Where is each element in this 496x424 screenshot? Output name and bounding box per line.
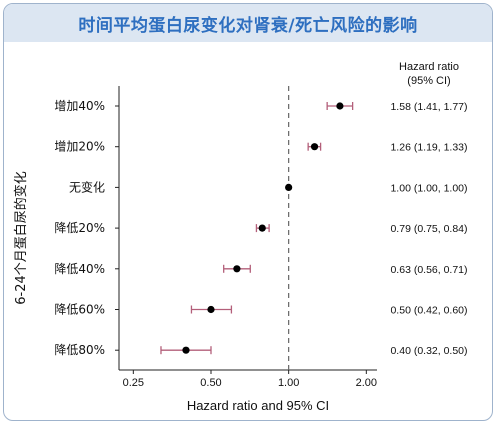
y-axis-title: 6-24个月蛋白尿的变化 bbox=[13, 171, 29, 305]
hr-value-label: 0.50 (0.42, 0.60) bbox=[390, 305, 467, 317]
hr-value-label: 1.26 (1.19, 1.33) bbox=[390, 142, 467, 154]
hr-value-label: 1.58 (1.41, 1.77) bbox=[390, 101, 467, 113]
category-label: 增加40% bbox=[54, 99, 105, 113]
x-axis-title: Hazard ratio and 95% CI bbox=[187, 398, 329, 413]
hr-value-label: 0.40 (0.32, 0.50) bbox=[390, 345, 467, 357]
figure-frame: 时间平均蛋白尿变化对肾衰/死亡风险的影响 0.25 0.50 1.00 2.00 Haz… bbox=[3, 3, 493, 421]
hr-point bbox=[207, 305, 215, 314]
title-bar: 时间平均蛋白尿变化对肾衰/死亡风险的影响 bbox=[4, 4, 492, 42]
x-tick-label: 0.25 bbox=[123, 377, 144, 389]
chart-title: 时间平均蛋白尿变化对肾衰/死亡风险的影响 bbox=[78, 16, 418, 36]
hr-column-header: Hazard ratio bbox=[399, 61, 459, 73]
x-tick-label: 2.00 bbox=[356, 377, 377, 389]
hr-point bbox=[310, 143, 319, 151]
x-tick-label: 1.00 bbox=[278, 377, 299, 389]
hr-point bbox=[182, 346, 190, 354]
category-label: 增加20% bbox=[54, 140, 105, 154]
hr-value-label: 1.00 (1.00, 1.00) bbox=[390, 182, 467, 194]
category-label: 降低40% bbox=[54, 262, 105, 276]
hr-point bbox=[233, 265, 241, 273]
category-label: 降低60% bbox=[54, 303, 105, 317]
hr-value-label: 0.79 (0.75, 0.84) bbox=[390, 223, 467, 235]
category-label: 降低80% bbox=[54, 343, 105, 357]
hr-point bbox=[258, 224, 266, 232]
category-label: 降低20% bbox=[54, 221, 105, 235]
hr-value-label: 0.63 (0.56, 0.71) bbox=[390, 264, 467, 276]
hr-column-subheader: (95% CI) bbox=[407, 75, 450, 87]
category-label: 无变化 bbox=[69, 179, 105, 194]
hr-point bbox=[336, 102, 344, 110]
forest-plot: 0.25 0.50 1.00 2.00 Hazard ratio and 95% CI 6… bbox=[13, 61, 468, 413]
x-tick-label: 0.50 bbox=[200, 377, 221, 389]
hr-point bbox=[285, 183, 293, 191]
